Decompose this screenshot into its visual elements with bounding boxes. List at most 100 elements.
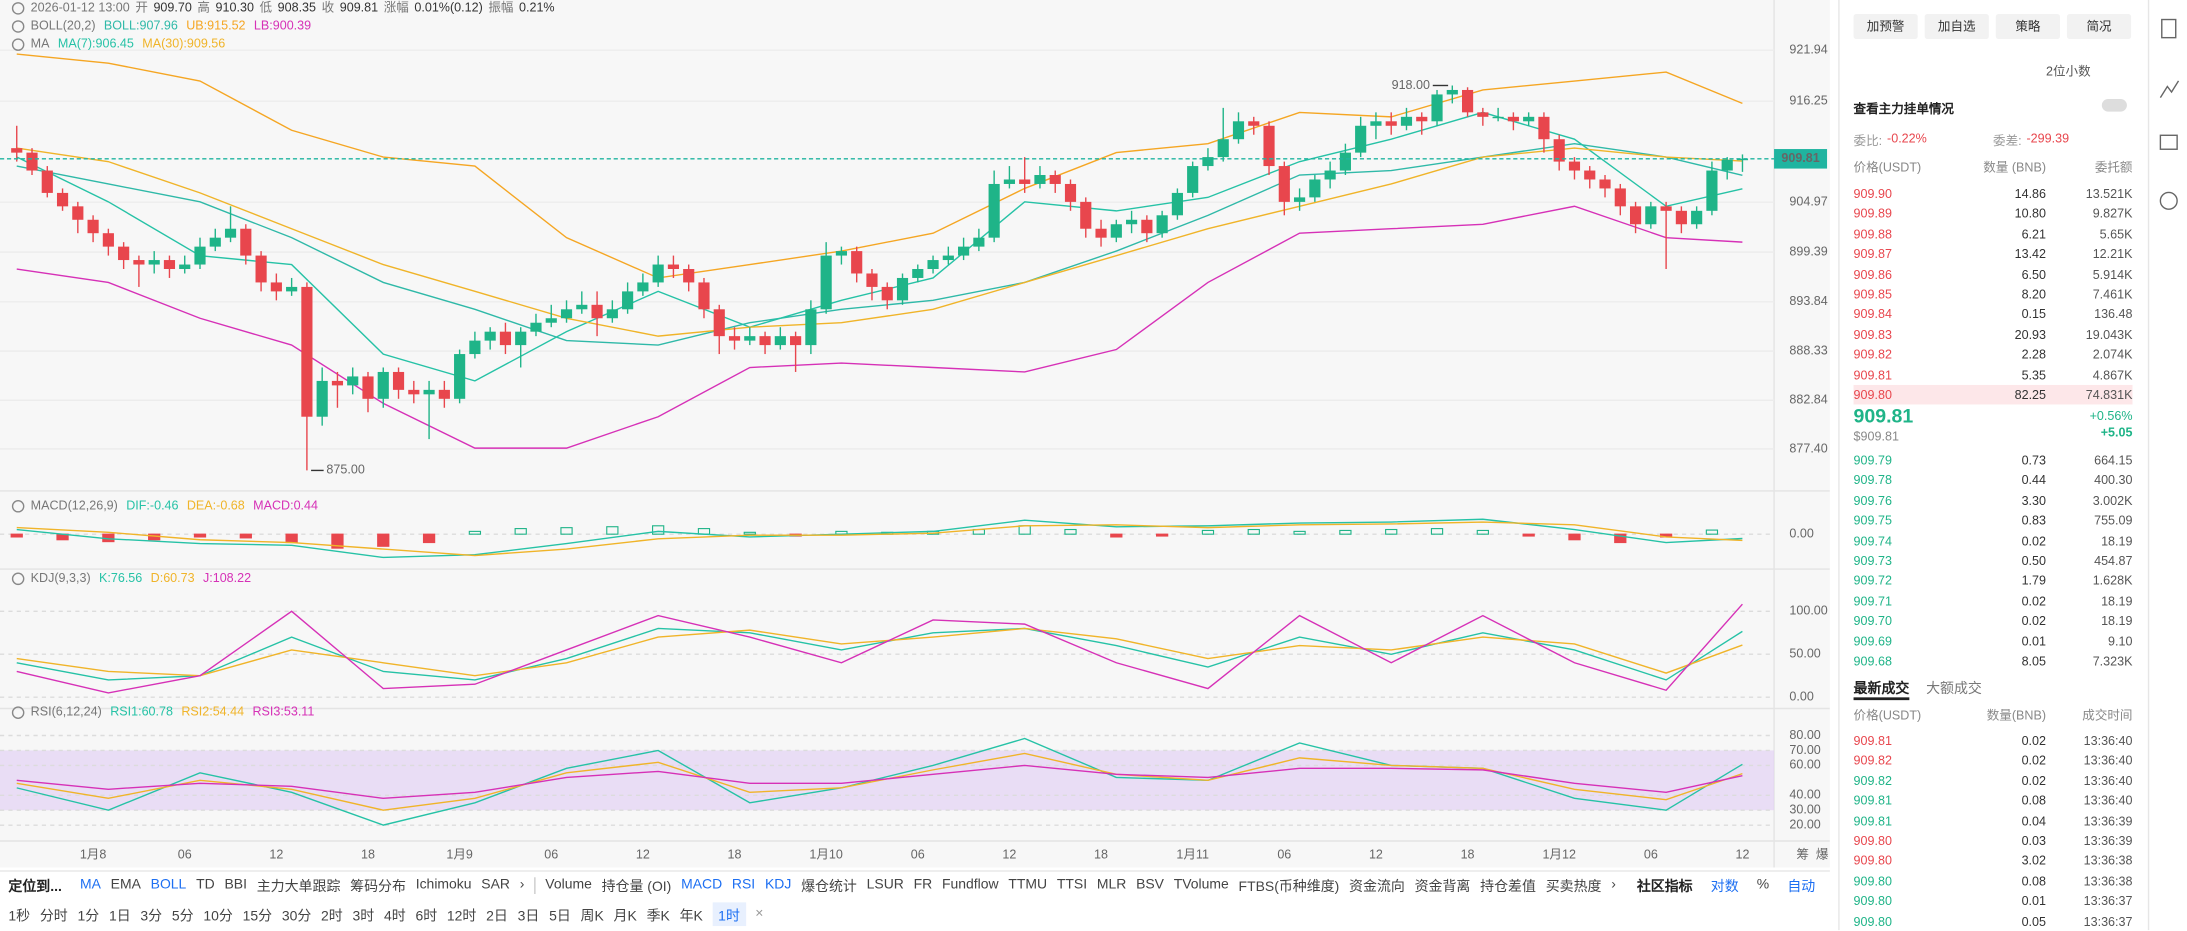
interval[interactable]: 月K — [613, 908, 637, 924]
legend-icon — [11, 706, 25, 719]
interval[interactable]: 3日 — [517, 908, 540, 924]
main-indicator[interactable]: TD — [196, 877, 215, 893]
sub-indicator[interactable]: 爆仓统计 — [801, 880, 857, 896]
main-indicator[interactable]: EMA — [110, 877, 141, 893]
precision[interactable]: 2位小数 — [2046, 64, 2091, 79]
candle-body — [286, 286, 298, 292]
legend-entry: MA(30):909.56 — [142, 37, 225, 51]
interval[interactable]: 3分 — [140, 908, 163, 924]
candle-body — [1400, 116, 1413, 126]
icon[interactable] — [2159, 191, 2178, 210]
button[interactable]: 加自选 — [1924, 13, 1989, 40]
interval[interactable]: 12时 — [446, 908, 477, 924]
sub-indicator[interactable]: 资金背离 — [1414, 880, 1471, 896]
main-indicator[interactable]: 筹码分布 — [350, 880, 406, 896]
sub-indicator[interactable]: RSI — [731, 877, 756, 893]
y-tick-label: 40.00 — [1789, 788, 1820, 802]
cell: 0.08 — [2021, 793, 2047, 808]
sub-indicator[interactable]: 持仓差值 — [1480, 880, 1536, 896]
interval[interactable]: 5分 — [171, 908, 194, 924]
icon[interactable] — [2159, 80, 2180, 98]
icon[interactable] — [2161, 18, 2177, 39]
sub-indicator[interactable]: Volume — [545, 877, 592, 893]
candle-body — [1034, 175, 1046, 184]
interval[interactable]: 1分 — [77, 908, 100, 924]
interval[interactable]: 2日 — [486, 908, 508, 924]
sub-indicator[interactable]: TTMU — [1008, 877, 1048, 893]
cell: 909.80 — [1853, 834, 1892, 848]
interval[interactable]: 4时 — [383, 908, 406, 924]
interval[interactable]: 2时 — [321, 908, 343, 924]
sub-indicator[interactable]: MLR — [1096, 877, 1127, 893]
interval[interactable]: 1日 — [108, 908, 131, 924]
cell: 5.914K — [2092, 267, 2133, 282]
icon[interactable] — [2159, 134, 2178, 150]
community[interactable]: 社区指标 — [1636, 880, 1693, 896]
main-indicator[interactable]: BBI — [224, 877, 247, 893]
interval[interactable]: 分时 — [39, 908, 68, 924]
legend-entry: DIF:-0.46 — [126, 499, 178, 513]
legend-entry: MACD:0.44 — [253, 499, 318, 513]
interval[interactable]: 30分 — [281, 908, 312, 924]
sub-indicator[interactable]: BSV — [1136, 877, 1164, 893]
main-indicator[interactable]: SAR — [481, 877, 510, 893]
sub-indicator[interactable]: Fundflow — [941, 877, 999, 893]
cell: 909.68 — [1853, 654, 1892, 669]
candle-body — [1187, 166, 1199, 193]
trade-tab[interactable]: 大额成交 — [1926, 682, 1982, 698]
indicator-line — [16, 521, 1743, 557]
trade-tab[interactable]: 最新成交 — [1853, 676, 1910, 701]
header-item: 收 — [322, 1, 335, 15]
sub-indicator[interactable]: 资金流向 — [1349, 880, 1405, 896]
sub-indicator[interactable]: LSUR — [866, 877, 904, 893]
cell: 2.074K — [2092, 347, 2133, 362]
sub-indicator[interactable]: TTSI — [1056, 877, 1088, 893]
button[interactable]: 简况 — [2066, 13, 2132, 40]
chart-option[interactable]: 对数 — [1710, 880, 1739, 896]
sub-indicator[interactable]: 买卖热度 — [1545, 880, 1602, 896]
cell: 0.01 — [2021, 894, 2047, 909]
bid-row: 909.70 0.02 18.19 — [1854, 611, 2133, 631]
current-interval[interactable]: 1时 — [712, 901, 746, 926]
cell: 14.86 — [2014, 186, 2047, 201]
close[interactable]: × — [755, 905, 764, 922]
main-indicator[interactable]: Ichimoku — [415, 877, 472, 893]
button[interactable]: 策略 — [1995, 13, 2060, 40]
cell: 0.73 — [2021, 453, 2047, 468]
sub-indicator[interactable]: KDJ — [764, 877, 792, 893]
main-orders[interactable]: 查看主力挂单情况 — [1853, 101, 1954, 116]
interval[interactable]: 6时 — [415, 908, 438, 924]
sub-indicator[interactable]: FR — [913, 877, 933, 893]
interval[interactable]: 10分 — [203, 908, 233, 924]
sub-indicator[interactable]: MACD — [681, 877, 723, 893]
sub-indicator[interactable]: 持仓量 (OI) — [601, 880, 672, 896]
bid-row: 909.76 3.30 3.002K — [1854, 491, 2133, 511]
button[interactable]: 加预警 — [1853, 13, 1918, 40]
interval[interactable]: 1秒 — [8, 908, 31, 924]
more[interactable]: › — [1611, 877, 1616, 893]
candle-body — [1416, 116, 1428, 122]
interval[interactable]: 3时 — [352, 908, 375, 924]
chart-option[interactable]: % — [1756, 877, 1770, 893]
y-tick-label: 50.00 — [1789, 647, 1820, 661]
cell: 2.28 — [2021, 347, 2047, 362]
cell: 3.002K — [2092, 493, 2133, 508]
main-indicator[interactable]: MA — [79, 877, 101, 893]
main-indicator[interactable]: 主力大单跟踪 — [256, 880, 341, 896]
more[interactable]: › — [519, 877, 525, 893]
last-price-label: 909.81 — [1781, 151, 1819, 165]
side-panel: 加预警 加自选 策略 简况 2位小数 查看主力挂单情况 委比: -0.22% 委差: -299.3… — [1838, 0, 2149, 931]
chart-option[interactable]: 自动 — [1787, 880, 1816, 896]
sub-indicator[interactable]: TVolume — [1173, 877, 1229, 893]
interval[interactable]: 15分 — [242, 908, 273, 924]
x-tick-label: 18 — [1094, 847, 1108, 861]
interval[interactable]: 年K — [679, 908, 703, 924]
sub-indicator[interactable]: FTBS(币种维度) — [1238, 880, 1340, 896]
interval[interactable]: 5日 — [549, 908, 571, 924]
interval[interactable]: 周K — [580, 908, 604, 924]
x-tick-label: 12 — [636, 847, 650, 861]
interval[interactable]: 季K — [646, 908, 670, 924]
main-indicator[interactable]: BOLL — [150, 877, 187, 893]
locate[interactable]: 定位到... — [8, 880, 62, 896]
toggle[interactable] — [2101, 99, 2127, 112]
